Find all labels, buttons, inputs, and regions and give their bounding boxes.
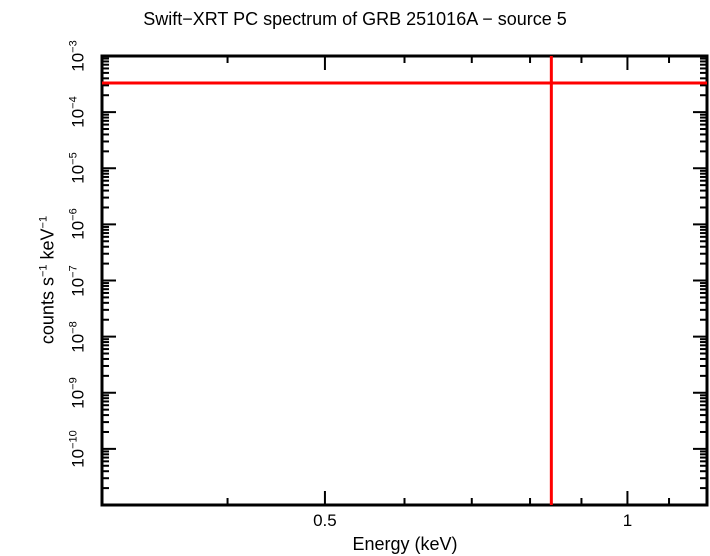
y-tick-label: 10−3 (67, 40, 88, 72)
y-axis-label: counts s−1 keV−1 (37, 215, 58, 345)
x-tick-label: 1 (622, 511, 633, 530)
plot-frame (100, 54, 709, 507)
data-point-cross (102, 56, 707, 505)
y-tick-label: 10−9 (67, 377, 88, 409)
y-tick-label: 10−10 (67, 430, 88, 468)
y-tick-label: 10−5 (67, 152, 88, 184)
y-tick-label: 10−6 (67, 208, 88, 241)
chart-title: Swift−XRT PC spectrum of GRB 251016A − s… (143, 9, 567, 29)
y-tick-label: 10−4 (67, 96, 88, 128)
y-tick-label: 10−7 (67, 264, 88, 297)
x-axis-label: Energy (keV) (352, 534, 458, 554)
y-tick-label: 10−8 (67, 320, 88, 353)
x-tick-label: 0.5 (313, 511, 337, 530)
axis-ticks (101, 55, 708, 506)
